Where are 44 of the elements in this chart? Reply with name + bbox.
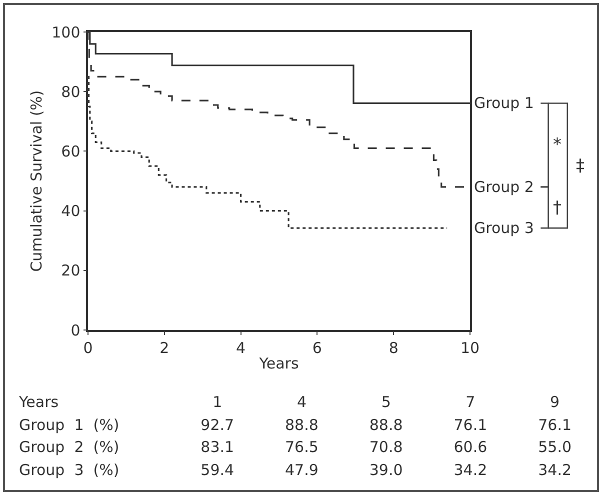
data-label: 70.8 — [368, 437, 404, 458]
y-tick-label: 60 — [61, 142, 80, 160]
data-label: 92.7 — [200, 414, 236, 436]
text: Group 1 (%) — [19, 414, 120, 436]
x-tick-label: 2 — [160, 338, 170, 357]
category-label: 1 — [212, 392, 224, 414]
text: Years — [19, 392, 60, 414]
text: Group 2 (%) — [19, 437, 120, 458]
category-label: 7 — [464, 392, 476, 414]
text: ‡ — [576, 156, 585, 176]
data-label: 60.6 — [452, 437, 488, 458]
data-label: 83.1 — [200, 437, 236, 458]
y-tick-label: 40 — [61, 202, 80, 220]
data-label: 76.1 — [452, 414, 488, 436]
data-label: 76.5 — [284, 437, 320, 458]
data-label: 39.0 — [368, 460, 404, 481]
series-label: Group 2 — [474, 178, 534, 196]
x-axis-title: Years — [258, 354, 299, 372]
x-tick-label: 10 — [460, 338, 480, 357]
text: Group 3 (%) — [19, 460, 120, 481]
category-label: 5 — [380, 392, 392, 414]
x-tick-label: 6 — [312, 338, 322, 357]
data-label: 59.4 — [200, 460, 236, 481]
x-tick-label: 4 — [236, 338, 246, 357]
data-label: 55.0 — [537, 437, 573, 458]
y-tick-label: 0 — [70, 321, 80, 340]
category-label: 4 — [296, 392, 308, 414]
data-label: 88.8 — [284, 414, 320, 436]
x-tick-label: 0 — [83, 338, 93, 357]
x-tick-label: 8 — [388, 338, 398, 357]
series-label: Group 1 — [474, 94, 534, 112]
y-tick-label: 100 — [52, 23, 80, 42]
y-tick-label: 20 — [61, 262, 80, 280]
text: † — [553, 198, 562, 218]
data-label: 34.2 — [537, 460, 573, 481]
data-label: 34.2 — [452, 460, 488, 481]
category-label: 9 — [549, 392, 561, 414]
y-axis-title: Cumulative Survival (%) — [27, 90, 46, 272]
series-label: Group 3 — [474, 219, 534, 237]
data-label: 88.8 — [368, 414, 404, 436]
text: * — [553, 135, 562, 155]
data-label: 76.1 — [537, 414, 573, 436]
y-tick-label: 80 — [61, 82, 80, 101]
data-label: 47.9 — [284, 460, 320, 481]
